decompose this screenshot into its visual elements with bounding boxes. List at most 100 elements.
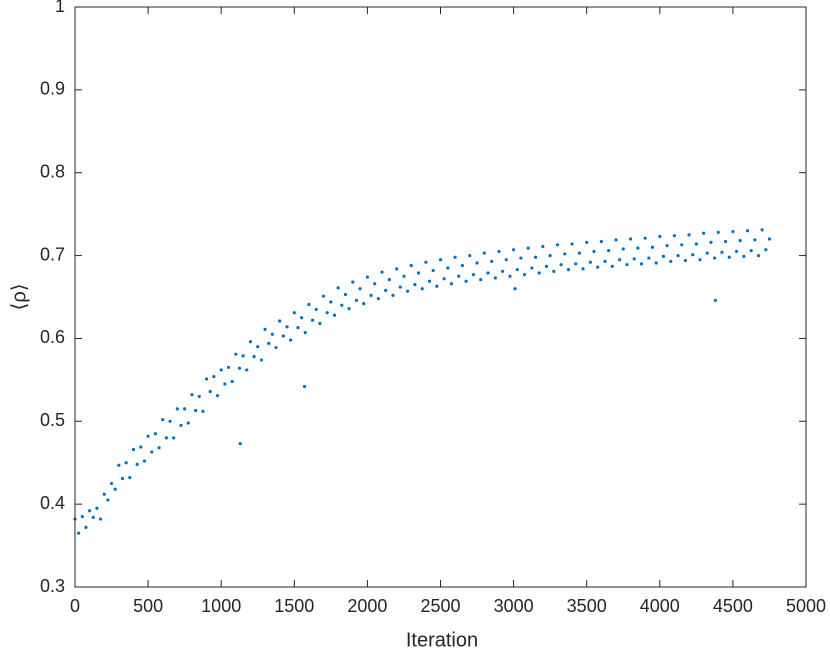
point: [427, 279, 432, 283]
point: [128, 476, 132, 480]
point: [113, 487, 117, 491]
point: [329, 300, 333, 304]
point: [504, 258, 508, 262]
point: [413, 282, 417, 287]
point: [88, 509, 92, 513]
point: [438, 258, 443, 262]
point: [409, 263, 413, 268]
y-tick-label: 0.5: [40, 410, 65, 430]
point: [347, 307, 351, 311]
point: [566, 268, 571, 272]
point: [658, 234, 662, 239]
point: [77, 531, 81, 535]
point: [734, 249, 739, 254]
point: [559, 263, 563, 267]
point: [446, 266, 450, 270]
point: [263, 327, 267, 331]
point: [150, 450, 154, 454]
point: [513, 287, 517, 291]
point: [256, 345, 260, 349]
point: [175, 407, 179, 411]
point: [614, 238, 618, 242]
point: [501, 269, 505, 273]
point: [654, 261, 658, 265]
point: [336, 286, 340, 290]
point: [186, 421, 190, 425]
point: [431, 268, 435, 273]
y-tick-label: 0.9: [40, 79, 65, 99]
point: [552, 269, 556, 273]
plot-area: [75, 7, 806, 587]
x-tick-label: 5000: [786, 596, 826, 616]
y-tick-label: 0.4: [40, 493, 65, 513]
point: [537, 271, 541, 275]
point: [694, 242, 698, 246]
point: [628, 237, 633, 241]
point: [720, 250, 724, 254]
x-tick-label: 2500: [420, 596, 460, 616]
point: [303, 331, 307, 335]
point: [621, 247, 625, 251]
point: [153, 432, 158, 436]
x-tick-label: 1000: [201, 596, 241, 616]
x-tick-label: 0: [70, 596, 80, 616]
point: [321, 294, 326, 298]
point: [548, 253, 552, 258]
point: [190, 393, 194, 397]
point: [296, 326, 300, 330]
y-tick-label: 0.7: [40, 244, 65, 264]
point: [373, 282, 377, 286]
point: [223, 382, 227, 386]
point: [172, 436, 176, 440]
point: [424, 260, 428, 264]
point: [369, 293, 373, 297]
point: [596, 265, 600, 269]
point: [179, 423, 183, 428]
point: [577, 251, 581, 255]
point: [592, 249, 596, 254]
point: [274, 345, 278, 350]
point: [109, 481, 114, 486]
point: [84, 525, 88, 529]
point: [581, 267, 585, 271]
point: [204, 377, 209, 381]
point: [365, 275, 369, 279]
point: [680, 243, 684, 247]
point: [183, 407, 187, 411]
point: [665, 244, 669, 248]
point: [91, 515, 95, 520]
point: [453, 255, 457, 259]
point: [486, 271, 490, 275]
point: [106, 498, 110, 502]
point: [117, 463, 121, 467]
point: [764, 248, 768, 252]
point: [607, 249, 611, 253]
x-tick-label: 1500: [274, 596, 314, 616]
point: [471, 273, 475, 277]
point: [599, 239, 603, 244]
point: [248, 340, 253, 344]
point: [302, 384, 307, 389]
point: [691, 253, 695, 257]
point: [234, 352, 238, 356]
point: [541, 244, 545, 249]
point: [468, 253, 472, 258]
point: [632, 257, 636, 261]
point: [230, 379, 234, 384]
point: [767, 237, 772, 241]
point: [120, 476, 125, 481]
point: [135, 462, 139, 466]
point: [102, 492, 106, 496]
point: [259, 358, 264, 362]
point: [555, 243, 560, 247]
point: [406, 289, 410, 293]
point: [238, 442, 242, 446]
point: [300, 316, 304, 320]
point: [617, 258, 622, 262]
point: [705, 251, 709, 255]
point: [676, 253, 680, 258]
y-axis-label: ⟨ρ⟩: [8, 284, 30, 311]
point: [716, 230, 720, 234]
point: [267, 341, 271, 345]
